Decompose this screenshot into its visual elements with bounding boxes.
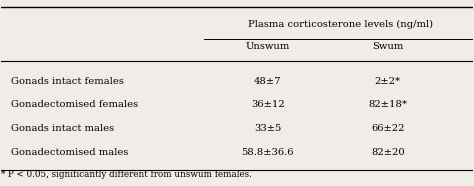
Text: Unswum: Unswum <box>246 42 290 51</box>
Text: 58.8±36.6: 58.8±36.6 <box>241 148 294 157</box>
Text: 82±18*: 82±18* <box>368 100 407 109</box>
Text: 36±12: 36±12 <box>251 100 284 109</box>
Text: Gonads intact males: Gonads intact males <box>11 124 114 133</box>
Text: Gonads intact females: Gonads intact females <box>11 77 124 86</box>
Text: 66±22: 66±22 <box>371 124 404 133</box>
Text: Gonadectomised males: Gonadectomised males <box>11 148 128 157</box>
Text: Plasma corticosterone levels (ng/ml): Plasma corticosterone levels (ng/ml) <box>248 20 433 29</box>
Text: 82±20: 82±20 <box>371 148 405 157</box>
Text: * P < 0.05, significantly different from unswum females.: * P < 0.05, significantly different from… <box>1 170 252 179</box>
Text: 2±2*: 2±2* <box>375 77 401 86</box>
Text: 48±7: 48±7 <box>254 77 282 86</box>
Text: Swum: Swum <box>372 42 403 51</box>
Text: 33±5: 33±5 <box>254 124 281 133</box>
Text: Gonadectomised females: Gonadectomised females <box>11 100 138 109</box>
